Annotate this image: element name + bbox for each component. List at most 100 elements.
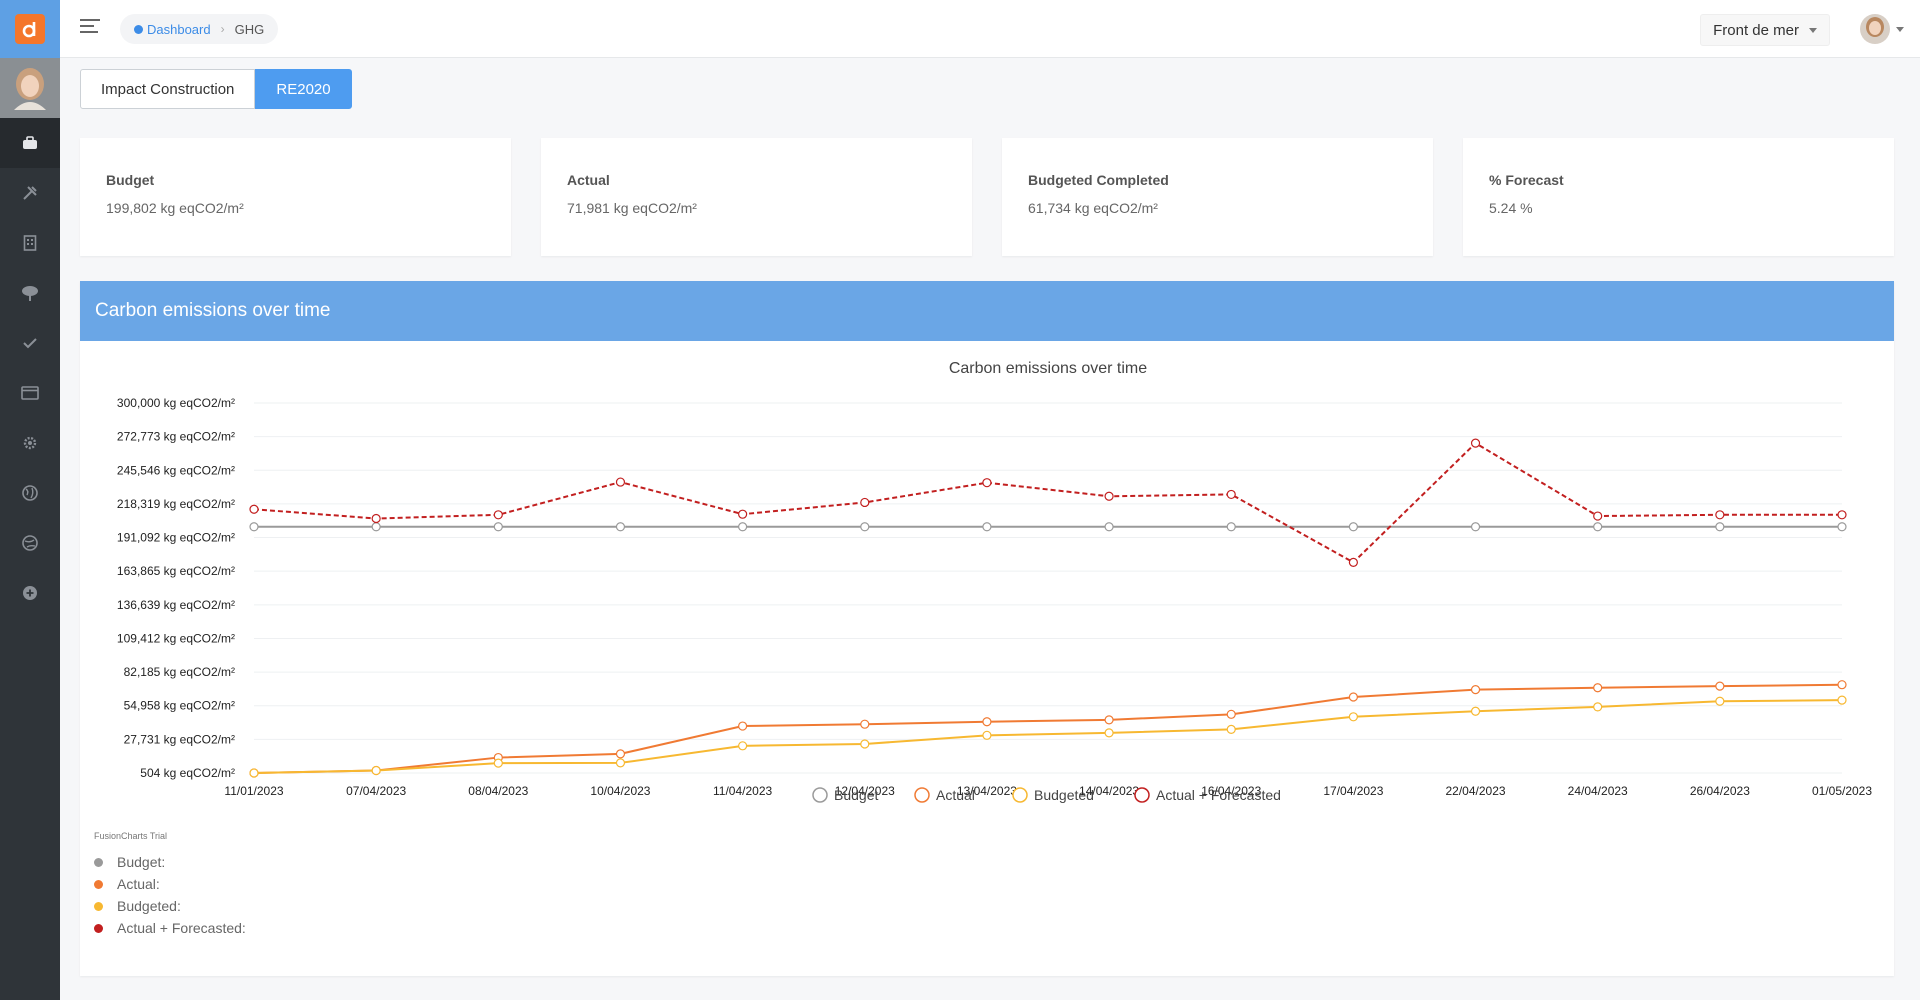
x-tick-label: 13/04/2023: [957, 784, 1017, 798]
x-tick-label: 26/04/2023: [1690, 784, 1750, 798]
breadcrumb-home-link[interactable]: Dashboard: [134, 22, 211, 37]
x-tick-label: 08/04/2023: [468, 784, 528, 798]
legend-label: Actual: [936, 787, 975, 803]
x-tick-label: 12/04/2023: [835, 784, 895, 798]
view-tabs: Impact Construction RE2020: [80, 69, 352, 109]
legend-label: Budgeted: [1034, 787, 1094, 803]
y-tick-label: 109,412 kg eqCO2/m²: [117, 631, 235, 645]
y-tick-label: 82,185 kg eqCO2/m²: [124, 665, 235, 679]
sidebar-item-settings[interactable]: [0, 418, 60, 468]
side-legend-item: Budgeted:: [94, 895, 246, 917]
tab-re2020[interactable]: RE2020: [255, 69, 352, 109]
kpi-label: % Forecast: [1489, 172, 1564, 188]
x-tick-label: 16/04/2023: [1201, 784, 1261, 798]
data-point: [249, 768, 259, 778]
project-select[interactable]: Front de mer: [1700, 14, 1830, 46]
breadcrumb-home-label: Dashboard: [147, 21, 211, 37]
avatar: [1860, 14, 1890, 44]
plus-circle-icon: [23, 586, 37, 600]
side-legend-label: Budget:: [117, 854, 166, 870]
user-menu[interactable]: [1860, 14, 1904, 44]
data-point: [1837, 522, 1847, 532]
sidebar-item-tools[interactable]: [0, 168, 60, 218]
data-point: [493, 522, 503, 532]
sidebar-avatar[interactable]: [0, 58, 60, 118]
data-point: [493, 510, 503, 520]
side-legend-label: Actual:: [117, 876, 160, 892]
data-point: [615, 749, 626, 759]
data-point: [1470, 522, 1481, 532]
sidebar-item-building[interactable]: [0, 218, 60, 268]
chevron-down-icon: [1809, 27, 1817, 33]
sidebar-item-add[interactable]: [0, 568, 60, 618]
x-tick-label: 22/04/2023: [1446, 784, 1506, 798]
data-point: [1226, 724, 1236, 734]
legend-marker: [1134, 787, 1150, 803]
sidebar-item-projects[interactable]: [0, 118, 60, 168]
dashboard-icon: [134, 24, 143, 34]
chevron-right-icon: ›: [220, 22, 225, 36]
data-point: [1104, 728, 1114, 738]
sidebar: [0, 0, 60, 1000]
series-line: [253, 441, 1842, 564]
data-point: [1104, 522, 1114, 532]
legend-dot: [94, 923, 103, 933]
x-tick-label: 07/04/2023: [346, 784, 406, 798]
tab-impact-construction[interactable]: Impact Construction: [80, 69, 256, 109]
x-tick-label: 14/04/2023: [1079, 784, 1139, 798]
side-legend-label: Budgeted:: [117, 898, 181, 914]
data-point: [1837, 695, 1847, 705]
data-point: [1837, 510, 1847, 520]
data-point: [615, 758, 626, 768]
data-point: [1348, 712, 1358, 722]
briefcase-icon: [23, 136, 37, 149]
panel-title: Carbon emissions over time: [80, 281, 1894, 341]
building-icon: [23, 235, 37, 251]
data-point: [738, 509, 748, 519]
data-point: [249, 522, 259, 532]
data-point: [1348, 522, 1358, 532]
kpi-card-budgeted-completed: Budgeted Completed 61,734 kg eqCO2/m²: [1002, 138, 1433, 256]
breadcrumb: Dashboard › GHG: [120, 14, 279, 44]
data-point: [1470, 685, 1481, 695]
x-tick-label: 11/01/2023: [224, 784, 283, 798]
kpi-card-budget: Budget 199,802 kg eqCO2/m²: [80, 138, 511, 256]
gear-icon: [23, 436, 37, 450]
kpi-card-actual: Actual 71,981 kg eqCO2/m²: [541, 138, 972, 256]
data-point: [1226, 522, 1236, 532]
kpi-value: 5.24 %: [1489, 200, 1533, 216]
window-icon: [21, 386, 39, 400]
data-point: [1104, 715, 1114, 725]
data-point: [860, 719, 870, 729]
data-point: [738, 741, 748, 751]
kpi-card-forecast: % Forecast 5.24 %: [1463, 138, 1894, 256]
data-point: [860, 739, 870, 749]
data-point: [738, 721, 748, 731]
data-point: [1348, 557, 1358, 567]
data-point: [493, 758, 503, 768]
sidebar-item-environment[interactable]: [0, 268, 60, 318]
data-point: [1226, 709, 1236, 719]
sidebar-item-globe-alt[interactable]: [0, 518, 60, 568]
globe-alt-icon: [22, 535, 38, 551]
data-point: [1593, 511, 1603, 521]
data-point: [371, 765, 381, 776]
check-icon: [23, 338, 37, 349]
data-point: [1715, 681, 1725, 691]
menu-toggle-button[interactable]: [80, 19, 102, 37]
side-legend-item: Budget:: [94, 851, 246, 873]
kpi-value: 71,981 kg eqCO2/m²: [567, 200, 697, 216]
sidebar-item-tasks[interactable]: [0, 318, 60, 368]
sidebar-item-documents[interactable]: [0, 368, 60, 418]
y-tick-label: 504 kg eqCO2/m²: [140, 766, 235, 780]
data-point: [1348, 692, 1358, 702]
y-tick-label: 163,865 kg eqCO2/m²: [117, 564, 235, 578]
sidebar-item-globe[interactable]: [0, 468, 60, 518]
y-tick-label: 218,319 kg eqCO2/m²: [117, 497, 235, 511]
side-legend-label: Actual + Forecasted:: [117, 920, 246, 936]
avatar: [14, 68, 46, 110]
app-logo[interactable]: [0, 0, 60, 58]
data-point: [1715, 510, 1725, 520]
x-tick-label: 17/04/2023: [1323, 784, 1383, 798]
data-point: [1226, 489, 1236, 500]
